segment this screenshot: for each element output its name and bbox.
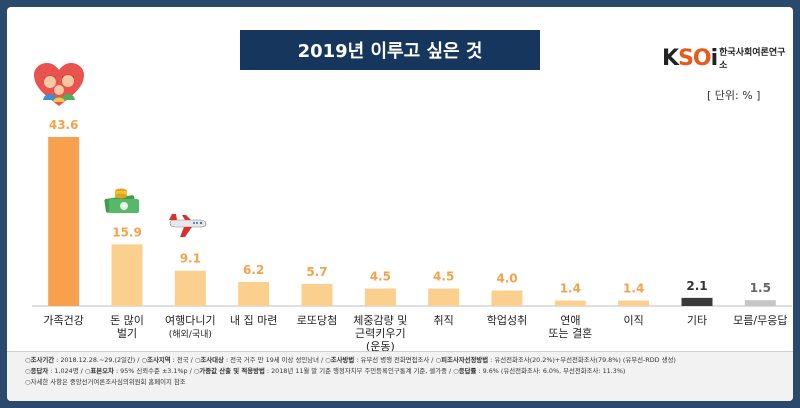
survey-footer: ○조사기간 : 2018.12.28.~29.(2일간) / ○조사지역 : 전… [7, 351, 793, 401]
data-label: 2.1 [686, 279, 707, 293]
data-label: 1.4 [623, 282, 644, 296]
data-label: 4.5 [433, 270, 454, 284]
data-label: 1.5 [750, 281, 771, 295]
bar-chart: 43.6 가족건강 15.9 돈 많이 벌기 9.1 여행다니기 (해외/국내) 6.2 내 집 … [32, 118, 792, 351]
data-label: 43.6 [49, 118, 79, 132]
bar [428, 288, 460, 306]
category-label: 체중감량 및 근력키우기 (운동) [353, 314, 407, 351]
bar [364, 288, 396, 306]
category-label: 이직 [624, 314, 644, 327]
category-label: 모름/무응답 [733, 314, 787, 327]
airplane-icon [169, 214, 207, 237]
bar [238, 281, 270, 306]
footer-line-2: ○응답자 : 1,024명 / ○표본오차 : 95% 신뢰수준 ±3.1%p … [25, 367, 626, 375]
data-label: 4.5 [370, 270, 391, 284]
category-label: 연애 또는 결혼 [548, 314, 592, 340]
category-label: 가족건강 [43, 314, 83, 327]
category-label: 내 집 마련 [230, 314, 277, 327]
footer-line-3: ○자세한 사항은 중앙선거여론조사심의위원회 홈페이지 참조 [25, 378, 186, 386]
category-label: 기타 [687, 314, 707, 327]
logo-mark: KSOi [662, 45, 718, 71]
ksoi-logo: KSOi 한국사회여론연구소 [662, 45, 793, 72]
bar [174, 270, 206, 306]
bar [554, 300, 586, 306]
chart-title: 2019년 이루고 싶은 것 [240, 30, 540, 70]
money-icon [104, 188, 139, 213]
bar [744, 300, 776, 306]
heart-family-icon [34, 63, 84, 106]
category-label: 돈 많이 벌기 [110, 314, 144, 340]
category-label: 학업성취 [487, 314, 527, 327]
unit-label: [ 단위: % ] [707, 89, 761, 102]
bar [48, 137, 80, 306]
data-label: 1.4 [560, 282, 581, 296]
logo-text: 한국사회여론연구소 [719, 48, 786, 71]
category-label: 로또당첨 [297, 314, 337, 327]
category-label: 여행다니기 (해외/국내) [165, 314, 216, 340]
bar [111, 244, 143, 306]
data-label: 4.0 [496, 271, 517, 285]
data-label: 15.9 [112, 225, 142, 239]
data-label: 6.2 [243, 263, 264, 277]
data-label: 5.7 [306, 265, 327, 279]
bar [491, 290, 523, 306]
footer-line-1: ○조사기간 : 2018.12.28.~29.(2일간) / ○조사지역 : 전… [25, 356, 676, 364]
category-label: 취직 [434, 314, 454, 327]
bar [618, 300, 650, 306]
bar [301, 283, 333, 306]
chart-frame: 2019년 이루고 싶은 것 KSOi 한국사회여론연구소 [ 단위: % ] [7, 7, 793, 401]
data-label: 9.1 [180, 252, 201, 266]
bar [681, 297, 713, 306]
